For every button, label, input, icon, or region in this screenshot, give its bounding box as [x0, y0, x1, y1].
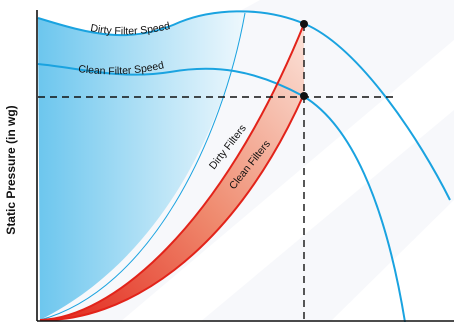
dirty-operating-point — [300, 20, 308, 28]
dirty-filters-curve — [39, 23, 305, 321]
system-curve-band-fill — [40, 24, 304, 321]
operating-region-fill — [38, 12, 245, 321]
inner-blue-line — [39, 12, 246, 321]
clean-operating-point — [300, 92, 308, 100]
clean-filter-speed-curve — [37, 63, 406, 322]
clean-filters-curve — [39, 93, 305, 322]
dirty-filter-speed-curve — [37, 10, 451, 201]
y-axis-label: Static Pressure (in wg) — [4, 105, 18, 235]
